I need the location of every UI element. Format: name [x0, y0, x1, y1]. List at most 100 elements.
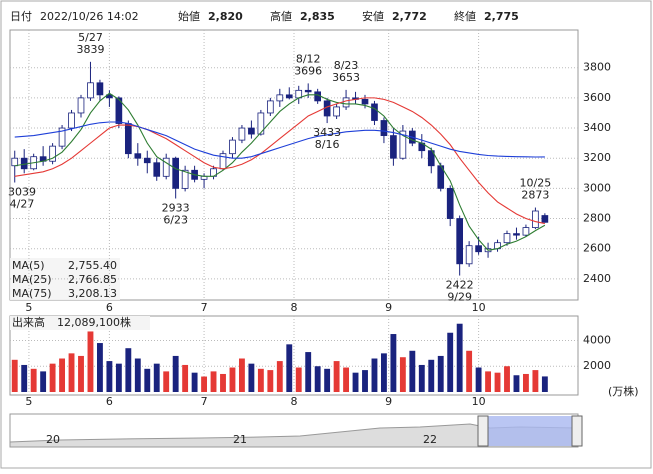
- candle-body: [134, 153, 142, 159]
- volume-bar: [314, 366, 321, 392]
- volume-bar: [352, 372, 359, 392]
- volume-bar: [59, 358, 66, 392]
- volume-bar: [21, 364, 28, 392]
- annotation-value: 3433: [313, 126, 341, 139]
- volume-title: 出来高: [12, 315, 45, 329]
- candle-body: [446, 187, 454, 219]
- volume-bar: [257, 368, 264, 392]
- candle-body: [238, 127, 246, 141]
- navigator-handle-right[interactable]: [571, 415, 583, 447]
- volume-bar: [494, 372, 501, 392]
- candle-body: [248, 127, 255, 135]
- volume-bar: [456, 323, 463, 392]
- candle-body: [87, 82, 94, 99]
- volume-bar: [428, 359, 435, 392]
- candle-body: [503, 233, 511, 244]
- candle-body: [181, 169, 189, 189]
- navigator-window[interactable]: [485, 416, 573, 446]
- annotation-date: 8/16: [315, 138, 340, 151]
- volume-bar: [276, 361, 283, 392]
- legend-name: MA(5): [12, 259, 45, 272]
- candle-body: [475, 245, 482, 253]
- volume-bar: [333, 361, 340, 392]
- header-text: 終値: [454, 9, 476, 23]
- annotation-value: 2873: [521, 189, 549, 202]
- volume-bar: [324, 368, 331, 392]
- y-tick-label: 3600: [583, 91, 611, 104]
- volume-bar: [371, 358, 378, 392]
- volume-bar: [106, 361, 113, 392]
- header-text: 2,835: [300, 10, 335, 23]
- volume-bar: [191, 372, 198, 392]
- y-tick-label: 2400: [583, 272, 611, 285]
- navigator-label: 22: [423, 433, 437, 446]
- y-tick-label: 3200: [583, 151, 611, 164]
- volume-bar: [220, 373, 226, 392]
- y-tick-label: 2000: [583, 359, 611, 372]
- annotation-value: 2933: [162, 201, 190, 214]
- candle-body: [266, 100, 274, 114]
- volume-bar: [362, 370, 368, 392]
- candle-body: [49, 145, 56, 162]
- x-tick-label: 7: [201, 395, 208, 408]
- x-tick-label: 6: [106, 395, 113, 408]
- header-text: 始値: [178, 9, 200, 23]
- volume-bar: [115, 363, 122, 392]
- header-text: 2022/10/26 14:02: [40, 10, 139, 23]
- x-tick-label: 6: [106, 301, 113, 314]
- volume-bar: [418, 364, 425, 392]
- legend-name: MA(25): [12, 273, 52, 286]
- candle-body: [427, 150, 435, 167]
- header-text: 2,772: [392, 10, 427, 23]
- navigator-label: 20: [46, 433, 60, 446]
- candle-body: [399, 130, 407, 159]
- y-tick-label: 4000: [583, 333, 611, 346]
- legend-name: MA(75): [12, 287, 52, 300]
- x-tick-label: 5: [25, 395, 32, 408]
- candle-body: [522, 227, 530, 236]
- volume-bar: [78, 355, 84, 392]
- volume-value-label: 12,089,100株: [57, 315, 131, 329]
- annotation-value: 3696: [294, 64, 322, 77]
- y-tick-label: 2800: [583, 212, 611, 225]
- candle-body: [143, 157, 151, 164]
- annotation-date: 4/27: [10, 197, 35, 210]
- annotation-date: 9/29: [447, 291, 472, 304]
- ma-line: [14, 97, 545, 225]
- annotation-date: 5/27: [78, 31, 103, 44]
- ma-line: [14, 121, 545, 159]
- candle-body: [371, 103, 378, 121]
- candle-body: [513, 233, 520, 236]
- navigator-handle-left[interactable]: [477, 415, 489, 447]
- candle-body: [11, 157, 19, 167]
- volume-bar: [504, 366, 510, 392]
- annotation-value: 2422: [446, 279, 474, 292]
- candle-body: [58, 127, 66, 147]
- candle-body: [361, 98, 369, 105]
- volume-bar: [399, 357, 406, 392]
- candle-body: [172, 157, 180, 189]
- volume-bar: [466, 350, 473, 392]
- annotation-date: 8/23: [334, 59, 359, 72]
- candle-body: [304, 89, 312, 93]
- header-text: 2,820: [208, 10, 243, 23]
- x-tick-label: 9: [385, 301, 392, 314]
- volume-bar: [144, 368, 151, 392]
- volume-bar: [380, 353, 387, 392]
- volume-unit: (万株): [608, 384, 639, 398]
- volume-bar: [522, 373, 529, 392]
- volume-bar: [532, 370, 539, 392]
- header-text: 高値: [270, 9, 292, 23]
- y-tick-label: 3000: [583, 181, 611, 194]
- candle-body: [276, 94, 284, 102]
- candle-body: [68, 112, 75, 129]
- volume-bar: [210, 371, 217, 392]
- volume-bar: [343, 367, 350, 392]
- x-tick-label: 8: [291, 395, 298, 408]
- y-tick-label: 3800: [583, 61, 611, 74]
- candle-body: [153, 162, 161, 177]
- navigator-label: 21: [233, 433, 247, 446]
- volume-label-bg: [10, 316, 150, 330]
